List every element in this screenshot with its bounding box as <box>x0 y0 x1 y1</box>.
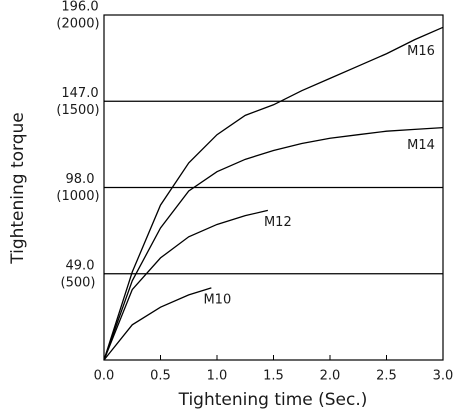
y-tick-label: 49.0 <box>66 258 95 273</box>
x-tick-label: 1.5 <box>263 369 284 384</box>
x-tick-label: 1.0 <box>207 369 228 384</box>
line <box>103 287 212 361</box>
series-label: M16 <box>407 44 435 59</box>
line <box>103 127 444 361</box>
x-tick-label: 3.0 <box>433 369 454 384</box>
x-tick-label: 0.5 <box>150 369 171 384</box>
y2-tick-label: (1000) <box>56 189 99 204</box>
y-tick-label: 147.0 <box>61 86 98 101</box>
y2-tick-label: (500) <box>61 275 96 290</box>
x-axis-title: Tightening time (Sec.) <box>178 390 368 410</box>
y2-tick-label: (1500) <box>56 103 99 118</box>
series-label: M12 <box>264 215 292 230</box>
x-tick-label: 0.0 <box>94 369 115 384</box>
y-tick-label: 98.0 <box>66 172 95 187</box>
x-tick-label: 2.5 <box>376 369 397 384</box>
y-tick-label: 196.0 <box>61 0 98 15</box>
y2-tick-label: (2000) <box>56 17 99 32</box>
y-axis-title: Tightening torque <box>8 112 28 265</box>
series-label: M10 <box>203 292 231 307</box>
line <box>103 209 268 361</box>
line <box>103 26 444 361</box>
x-tick-label: 2.0 <box>320 369 341 384</box>
series-label: M14 <box>407 138 435 153</box>
